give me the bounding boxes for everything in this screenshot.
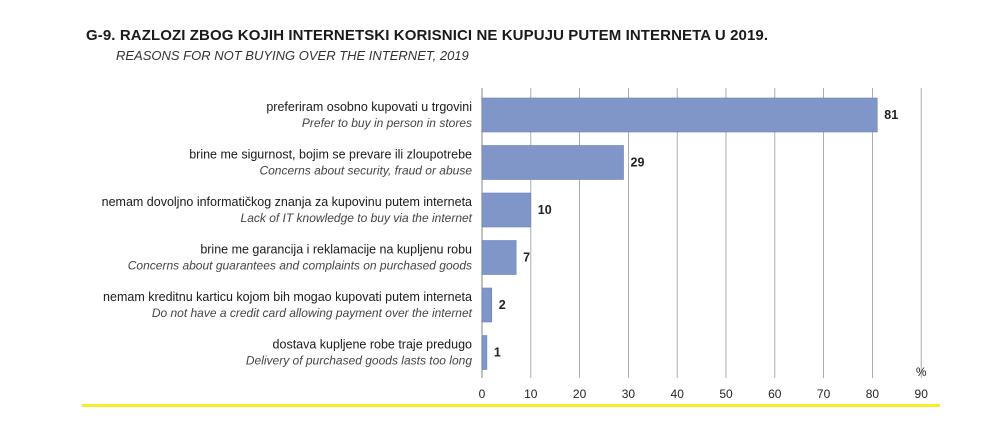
category-label: brine me sigurnost, bojim se prevare ili… <box>189 148 472 162</box>
category-label: brine me garancija i reklamacije na kupl… <box>200 243 472 257</box>
bar <box>481 335 488 370</box>
category-label: nemam dovoljno informatičkog znanja za k… <box>102 195 472 209</box>
category-label-en: Do not have a credit card allowing payme… <box>152 306 473 320</box>
category-label-en: Prefer to buy in person in stores <box>302 116 472 130</box>
x-tick-label: 70 <box>817 387 831 401</box>
category-label: dostava kupljene robe traje predugo <box>273 338 472 352</box>
category-label-en: Concerns about guarantees and complaints… <box>128 259 472 273</box>
bar <box>481 240 517 275</box>
bar-value-label: 1 <box>494 346 501 360</box>
bar <box>481 97 878 133</box>
bar-value-label: 81 <box>884 108 898 122</box>
category-label: preferiram osobno kupovati u trgovini <box>266 100 472 114</box>
x-tick-label: 90 <box>915 387 929 401</box>
chart-subtitle: REASONS FOR NOT BUYING OVER THE INTERNET… <box>116 48 469 63</box>
category-label-en: Lack of IT knowledge to buy via the inte… <box>241 211 473 225</box>
bar-value-label: 10 <box>538 203 552 217</box>
x-tick-label: 30 <box>622 387 636 401</box>
bar-value-label: 29 <box>631 156 645 170</box>
x-axis-unit-label: % <box>916 365 927 379</box>
x-tick-label: 10 <box>524 387 538 401</box>
x-tick-label: 50 <box>719 387 733 401</box>
chart-header: G-9. RAZLOZI ZBOG KOJIH INTERNETSKI KORI… <box>86 27 768 63</box>
chart-title: G-9. RAZLOZI ZBOG KOJIH INTERNETSKI KORI… <box>86 27 769 44</box>
bar-value-label: 2 <box>499 298 506 312</box>
x-tick-label: 60 <box>768 387 782 401</box>
category-label-en: Delivery of purchased goods lasts too lo… <box>246 354 472 368</box>
category-label-en: Concerns about security, fraud or abuse <box>259 164 472 178</box>
x-tick-label: 20 <box>573 387 587 401</box>
x-tick-label: 40 <box>671 387 685 401</box>
bar-value-label: 7 <box>523 251 530 265</box>
bar <box>481 145 624 180</box>
bar <box>481 192 532 228</box>
yellow-divider <box>82 404 940 407</box>
x-tick-label: 80 <box>866 387 880 401</box>
bar <box>481 287 493 323</box>
x-tick-label: 0 <box>479 387 486 401</box>
category-label: nemam kreditnu karticu kojom bih mogao k… <box>103 290 472 304</box>
